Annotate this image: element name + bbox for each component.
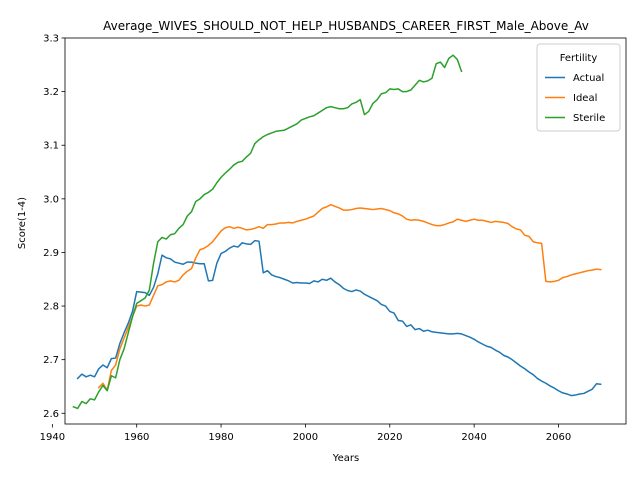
x-tick-label: 2040	[461, 432, 486, 443]
legend-box	[536, 43, 621, 132]
y-tick-label: 3.2	[43, 87, 59, 98]
axes: 1940 1960 1980 2000 2020 2040 2060 2.6 2.7 2.8 2.9…	[40, 34, 627, 443]
y-tick-label: 3.3	[43, 34, 59, 45]
plot-frame	[64, 37, 627, 425]
y-tick-label: 2.6	[43, 409, 59, 420]
x-axis-label: Years	[332, 453, 359, 464]
series-line-sterile	[72, 54, 463, 410]
y-tick-label: 3.1	[43, 141, 59, 152]
x-tick-label: 2020	[377, 432, 402, 443]
y-tick-label: 2.8	[43, 302, 59, 313]
y-tick-label: 2.7	[43, 355, 59, 366]
x-tick-label: 1960	[124, 432, 149, 443]
y-tick-label: 2.9	[43, 248, 59, 259]
x-tick-label: 2060	[546, 432, 571, 443]
x-tick-label: 1940	[40, 432, 65, 443]
x-tick-label: 1980	[208, 432, 233, 443]
y-axis-label: Score(1-4)	[17, 197, 28, 249]
series-line-actual	[76, 239, 602, 397]
plot-lines	[72, 54, 602, 410]
legend-label-sterile: Sterile	[573, 113, 605, 124]
legend-label-ideal: Ideal	[573, 93, 597, 104]
y-tick-label: 3.0	[43, 194, 59, 205]
legend-label-actual: Actual	[573, 73, 604, 84]
series-line-ideal	[97, 203, 602, 391]
legend: Fertility Actual Ideal Sterile	[536, 43, 621, 132]
chart-title: Average_WIVES_SHOULD_NOT_HELP_HUSBANDS_C…	[103, 19, 589, 33]
legend-title: Fertility	[560, 53, 598, 64]
x-tick-label: 2000	[293, 432, 318, 443]
